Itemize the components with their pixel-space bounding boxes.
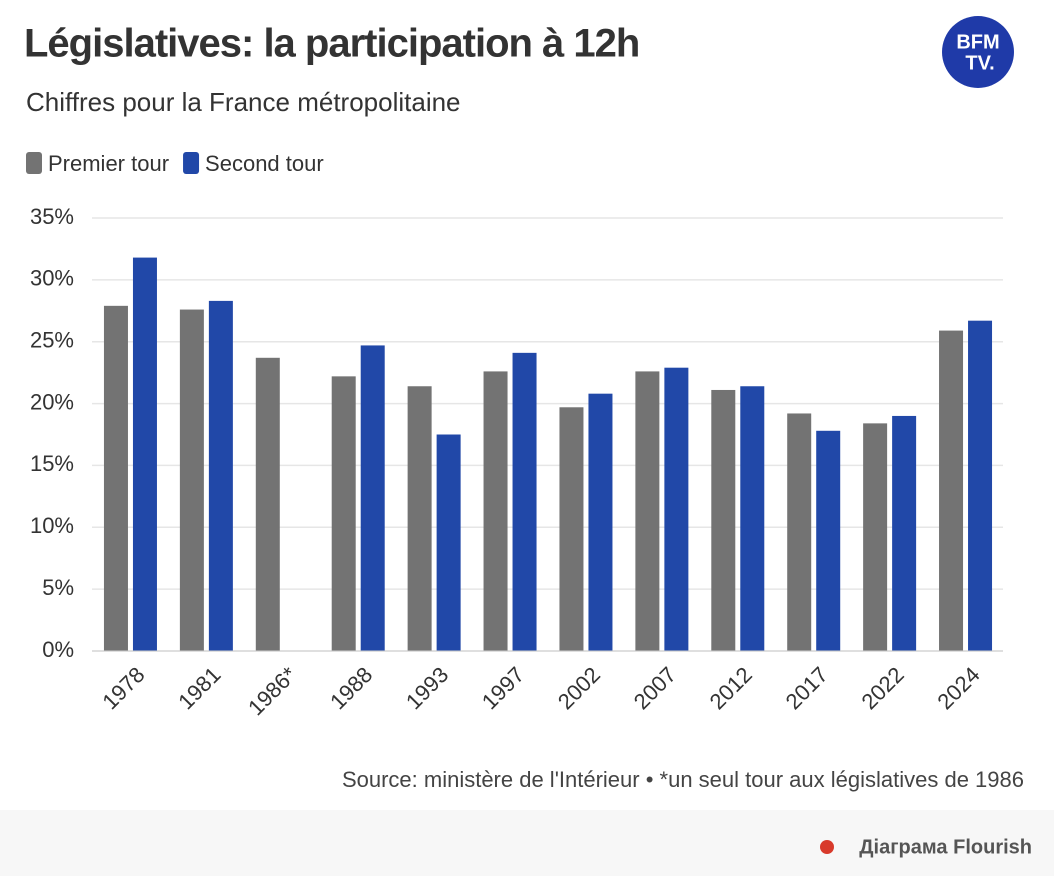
bar (255, 357, 280, 651)
bar (483, 371, 508, 651)
x-tick-label: 1988 (325, 662, 377, 714)
bar (512, 352, 537, 651)
x-tick-label: 2002 (553, 662, 605, 714)
y-tick-label: 35% (30, 204, 74, 229)
legend-label: Premier tour (48, 151, 169, 176)
legend-label: Second tour (205, 151, 324, 176)
bar (132, 257, 157, 651)
x-tick-label: 2012 (705, 662, 757, 714)
bar (740, 386, 765, 651)
x-tick-label: 1986* (243, 662, 302, 721)
bar (711, 389, 736, 651)
bar (664, 367, 689, 651)
bar (863, 423, 888, 651)
legend-swatch (26, 152, 42, 174)
bar (208, 300, 233, 651)
footer (0, 810, 1054, 876)
y-tick-label: 15% (30, 451, 74, 476)
x-tick-label: 2024 (932, 662, 984, 714)
x-tick-label: 1997 (477, 662, 529, 714)
y-tick-label: 0% (42, 637, 74, 662)
logo-text: TV. (965, 52, 994, 74)
y-tick-label: 25% (30, 328, 74, 353)
bar (892, 415, 917, 651)
bar (816, 430, 841, 651)
x-tick-label: 2007 (629, 662, 681, 714)
bar (787, 413, 812, 651)
bar (103, 305, 128, 651)
bar (360, 345, 385, 651)
bar (436, 434, 461, 651)
bar (407, 386, 432, 651)
bar (559, 407, 584, 651)
y-tick-label: 5% (42, 575, 74, 600)
bar (939, 330, 964, 651)
x-tick-label: 1993 (401, 662, 453, 714)
bar (968, 320, 993, 651)
y-tick-label: 30% (30, 266, 74, 291)
flourish-icon (820, 840, 834, 854)
bar (179, 309, 204, 651)
source-note: Source: ministère de l'Intérieur • *un s… (342, 767, 1024, 792)
chart-subtitle: Chiffres pour la France métropolitaine (26, 87, 461, 117)
x-tick-label: 1981 (173, 662, 225, 714)
x-tick-label: 2017 (781, 662, 833, 714)
chart-title: Législatives: la participation à 12h (24, 22, 639, 66)
y-tick-label: 20% (30, 389, 74, 414)
bar (588, 393, 613, 651)
logo (942, 16, 1014, 88)
y-tick-label: 10% (30, 513, 74, 538)
legend-swatch (183, 152, 200, 174)
bar (635, 371, 660, 651)
bar (331, 376, 356, 651)
logo-text: BFM (956, 31, 999, 53)
credit: Діаграма Flourish (859, 836, 1032, 858)
x-tick-label: 2022 (856, 662, 908, 714)
x-tick-label: 1978 (97, 662, 149, 714)
